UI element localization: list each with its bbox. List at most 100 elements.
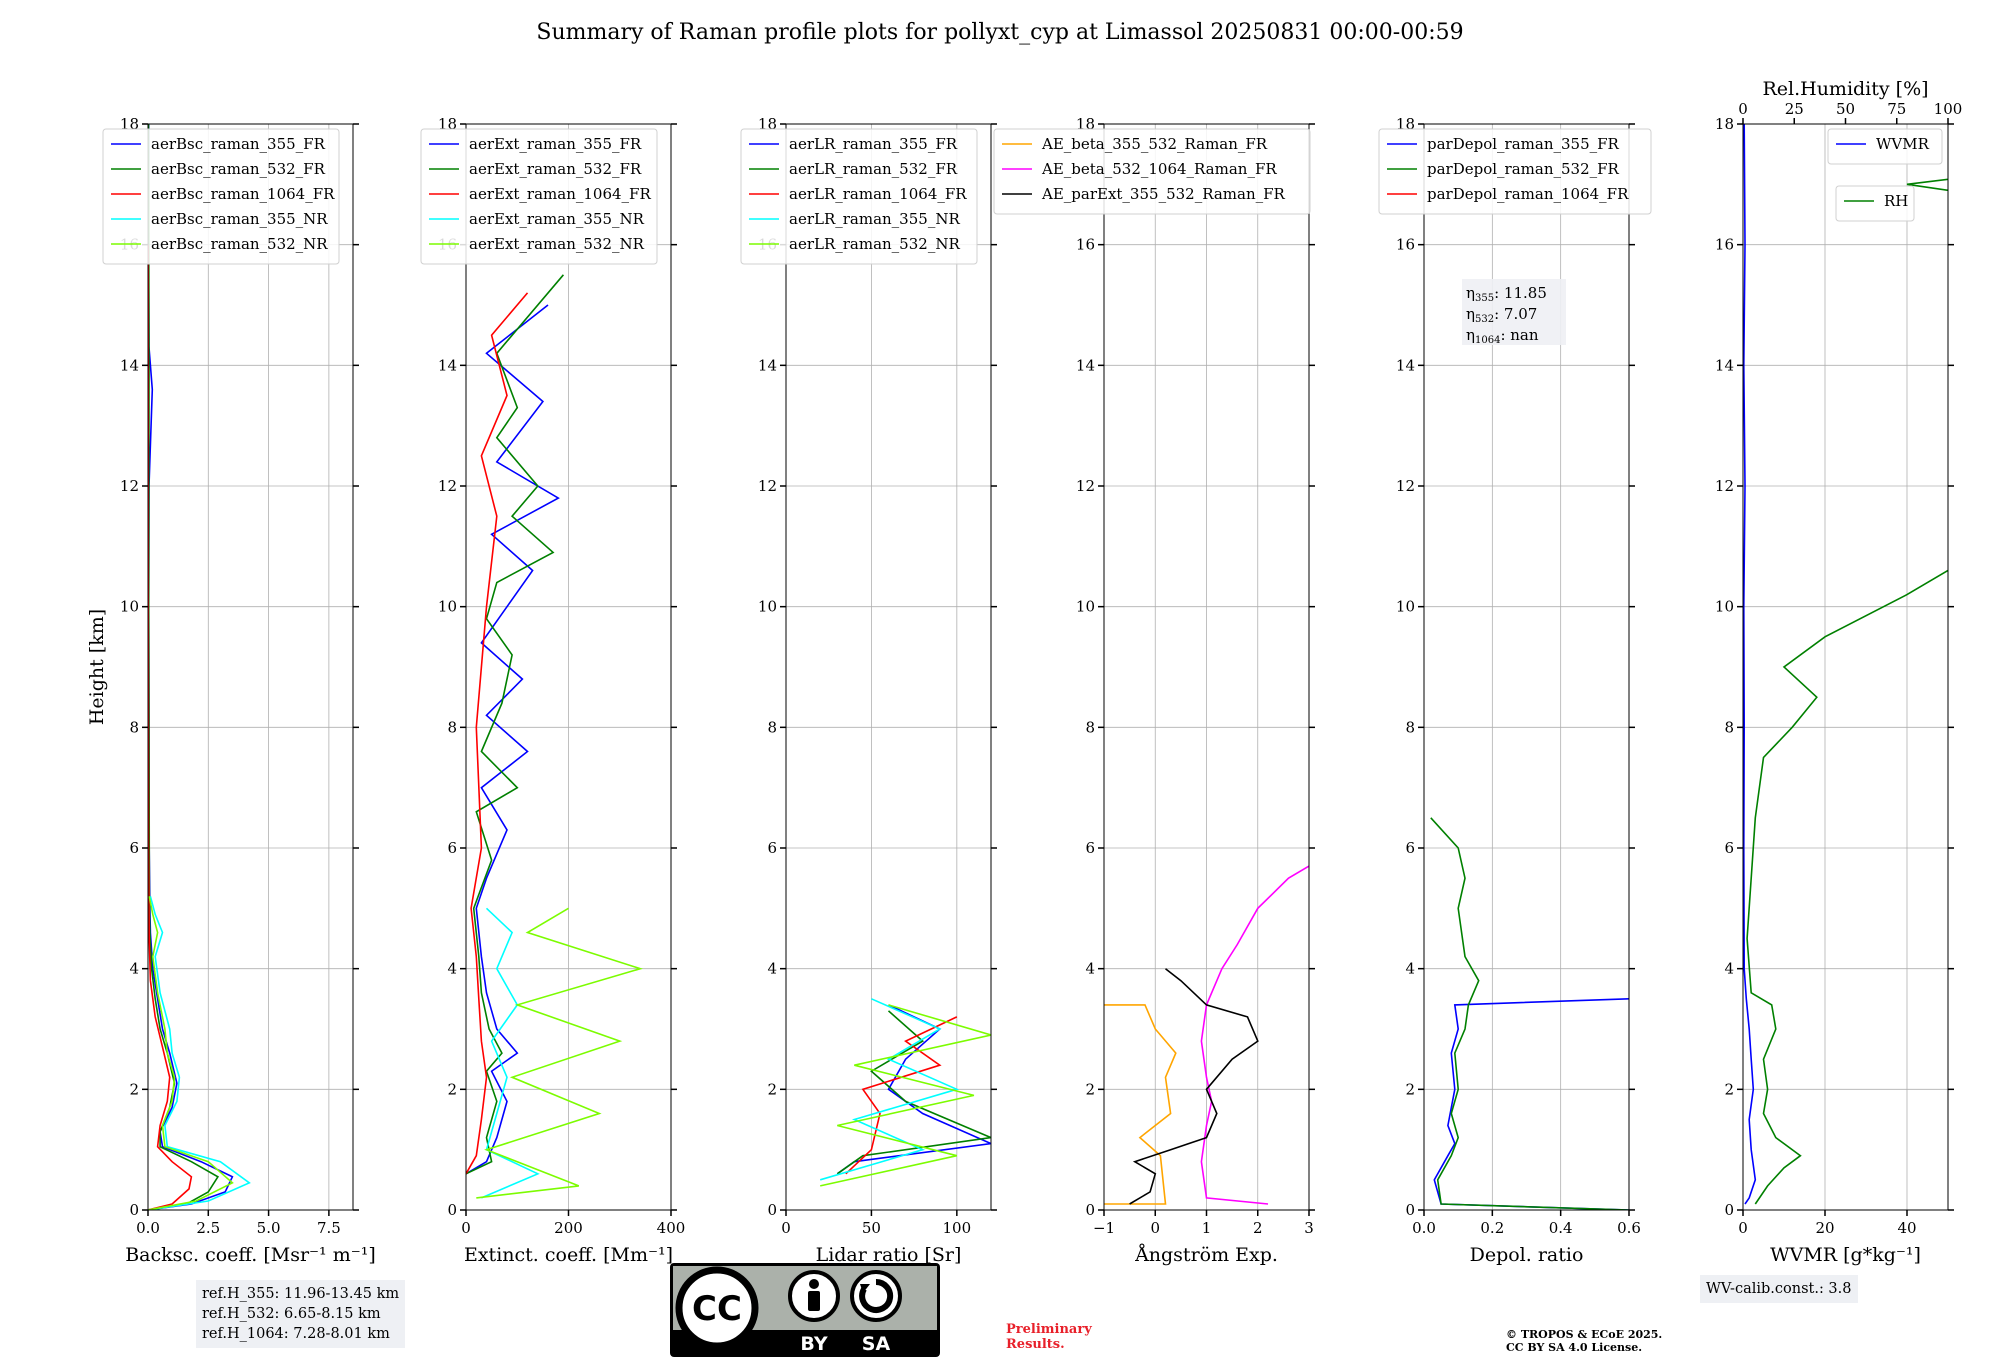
legend-panel-3: aerLR_raman_355_FR aerLR_raman_532_FR aerL…	[740, 128, 978, 265]
y-tick-label: 14	[438, 356, 457, 374]
y-tick-label: 0	[1724, 1201, 1734, 1219]
y-tick-label: 10	[1715, 598, 1734, 616]
y-tick-label: 12	[438, 477, 457, 495]
legend-entry: aerLR_raman_1064_FR	[789, 185, 967, 203]
series-line-aerExt_raman_1064_FR	[466, 292, 529, 1175]
y-tick-label: 14	[1715, 356, 1734, 374]
x-axis-label: Backsc. coeff. [Msr⁻¹ m⁻¹]	[125, 1244, 376, 1266]
y-tick-label: 2	[447, 1080, 457, 1098]
legend-panel-1: aerBsc_raman_355_FR aerBsc_raman_532_FRae…	[102, 128, 340, 265]
x-axis-label: Depol. ratio	[1470, 1244, 1584, 1266]
y-tick-label: 2	[129, 1080, 139, 1098]
legend-entry: aerLR_raman_532_NR	[789, 235, 960, 253]
y-tick-label: 2	[1724, 1080, 1734, 1098]
y-tick-label: 8	[1724, 718, 1734, 736]
series-line-aerExt_raman_532_FR	[466, 274, 565, 1175]
by-person-head	[809, 1279, 819, 1289]
y-tick-label: 8	[1405, 718, 1415, 736]
series-line-aerExt_raman_532_NR	[476, 907, 644, 1199]
series-group	[1430, 817, 1629, 1210]
x-top-axis-label: Rel.Humidity [%]	[1762, 78, 1928, 100]
x-axis-label: Extinct. coeff. [Mm⁻¹]	[464, 1244, 673, 1266]
y-tick-label: 0	[767, 1201, 777, 1219]
y-tick-label: 12	[1076, 477, 1095, 495]
series-line-aerLR_raman_532_NR	[820, 1004, 991, 1187]
y-tick-label: 6	[1724, 839, 1734, 857]
legend-entry: AE_parExt_355_532_Raman_FR	[1041, 185, 1286, 203]
y-tick-label: 12	[1396, 477, 1415, 495]
y-tick-label: 2	[767, 1080, 777, 1098]
y-tick-label: 10	[758, 598, 777, 616]
x-tick-label: 0.2	[1480, 1219, 1504, 1237]
y-tick-label: 0	[1085, 1201, 1095, 1219]
x-tick-label: 50	[862, 1219, 881, 1237]
cc-circle-icon	[675, 1266, 759, 1350]
y-tick-label: 18	[1715, 115, 1734, 133]
series-group	[148, 124, 251, 1210]
x-tick-label: 0.0	[1412, 1219, 1436, 1237]
x-tick-label: 0.4	[1549, 1219, 1573, 1237]
legend-box	[740, 128, 978, 265]
y-tick-label: 4	[1405, 960, 1415, 978]
y-tick-label: 10	[1076, 598, 1095, 616]
series-line-aerExt_raman_355_NR	[481, 907, 540, 1199]
legend-box	[1827, 128, 1943, 165]
figure-title: Summary of Raman profile plots for polly…	[536, 20, 1464, 45]
sa-arrowhead	[860, 1284, 870, 1293]
preliminary-results-note: Preliminary Results.	[1006, 1322, 1092, 1352]
legend-entry: aerBsc_raman_1064_FR	[151, 185, 335, 203]
x-top-tick-label: 50	[1836, 100, 1855, 118]
series-line-aerLR_raman_355_NR	[819, 998, 960, 1181]
series-line-aerBsc_raman_355_FR	[148, 124, 234, 1210]
x-axis-label: WVMR [g*kg⁻¹]	[1770, 1244, 1921, 1266]
y-tick-label: 2	[1405, 1080, 1415, 1098]
x-tick-label: 100	[943, 1219, 972, 1237]
legend-panel-5: parDepol_raman_355_FR parDepol_raman_532_…	[1378, 128, 1652, 215]
legend-entry: aerLR_raman_355_NR	[789, 210, 960, 228]
y-tick-label: 6	[1405, 839, 1415, 857]
legend-entry: parDepol_raman_532_FR	[1427, 160, 1620, 178]
series-line-AE_beta_532_1064_Raman_FR	[1200, 865, 1309, 1205]
legend-entry: RH	[1884, 192, 1908, 210]
x-axis-label: Lidar ratio [Sr]	[816, 1244, 962, 1266]
x-top-tick-label: 25	[1785, 100, 1804, 118]
series-group	[819, 998, 991, 1187]
copyright-line2: CC BY SA 4.0 License.	[1506, 1341, 1643, 1354]
legend-entry: aerLR_raman_532_FR	[789, 160, 958, 178]
eta-1064: η1064: nan	[1466, 326, 1539, 346]
y-tick-label: 0	[447, 1201, 457, 1219]
x-tick-label: 20	[1815, 1219, 1834, 1237]
x-tick-label: 0	[781, 1219, 791, 1237]
y-tick-label: 10	[120, 598, 139, 616]
x-tick-label: 0	[461, 1219, 471, 1237]
legend-wvmr: WVMR	[1827, 128, 1943, 165]
panel-3: 024681012141618050100Lidar ratio [Sr]aer…	[740, 115, 997, 1266]
plot-frame	[147, 123, 354, 1211]
legend-box	[993, 128, 1311, 215]
x-tick-label: 400	[657, 1219, 686, 1237]
y-tick-label: 8	[1085, 718, 1095, 736]
series-line-aerBsc_raman_1064_FR	[148, 244, 193, 1210]
plot-frame	[1423, 123, 1630, 1211]
legend-box	[420, 128, 658, 265]
x-tick-label: 0.6	[1617, 1219, 1641, 1237]
y-tick-label: 4	[447, 960, 457, 978]
legend-entry: aerExt_raman_355_FR	[469, 135, 642, 153]
legend-box	[1378, 128, 1652, 215]
y-tick-label: 16	[1076, 236, 1095, 254]
plot-frame	[785, 123, 992, 1211]
legend-entry: parDepol_raman_355_FR	[1427, 135, 1620, 153]
y-tick-label: 10	[438, 598, 457, 616]
series-line-WVMR	[1743, 124, 1757, 1205]
y-tick-label: 8	[447, 718, 457, 736]
cc-text: CC	[692, 1289, 742, 1329]
eta-532: η532: 7.07	[1466, 305, 1537, 325]
y-tick-label: 12	[120, 477, 139, 495]
wv-calibration-box: WV-calib.const.: 3.8	[1700, 1275, 1858, 1303]
x-tick-label: 200	[554, 1219, 583, 1237]
series-group	[1104, 865, 1309, 1205]
